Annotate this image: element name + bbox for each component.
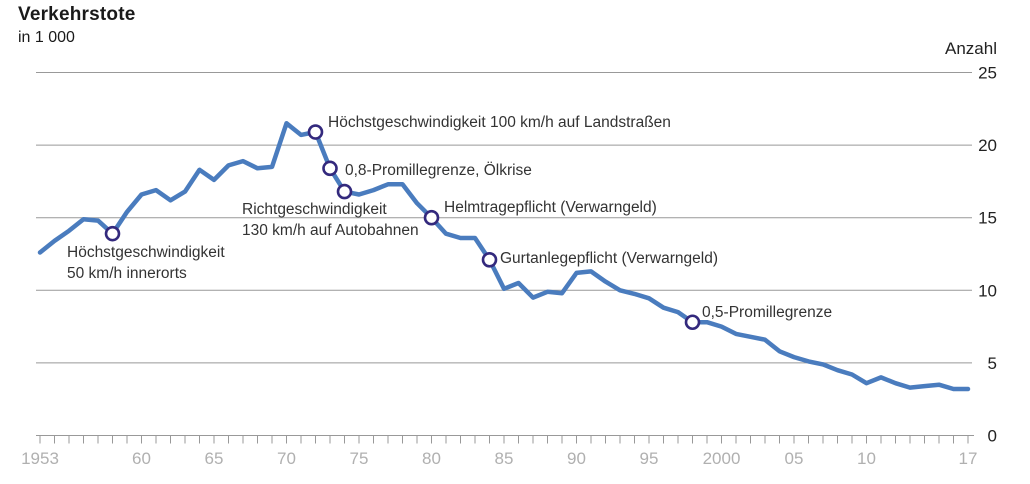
x-tick-label-75: 75 — [350, 449, 369, 468]
x-tick-label-17: 17 — [959, 449, 978, 468]
event-marker-1958 — [104, 225, 121, 242]
annotation-label-1973: 0,8-Promillegrenze, Ölkrise — [345, 161, 532, 179]
y-axis-title: Anzahl — [945, 39, 997, 58]
x-tick-label-85: 85 — [495, 449, 514, 468]
x-tick-label-80: 80 — [422, 449, 441, 468]
chart-title: Verkehrstote — [18, 4, 136, 25]
annotation-label-1958: Höchstgeschwindigkeit — [67, 244, 225, 261]
x-tick-label-60: 60 — [132, 449, 151, 468]
annotation-label-1998: 0,5-Promillegrenze — [702, 304, 832, 321]
x-tick-label-90: 90 — [567, 449, 586, 468]
annotation-label-1974: Richtgeschwindigkeit — [242, 201, 387, 218]
y-tick-label-5: 5 — [988, 354, 997, 373]
event-marker-1973 — [322, 160, 338, 177]
annotation-label-1984: Gurtanlegepflicht (Verwarngeld) — [500, 250, 718, 267]
annotation-label-1974: 130 km/h auf Autobahnen — [242, 222, 419, 239]
x-tick-label-70: 70 — [277, 449, 296, 468]
x-tick-label-2000: 2000 — [703, 449, 741, 468]
annotation-label-1972: Höchstgeschwindigkeit 100 km/h auf Lands… — [328, 114, 671, 131]
x-tick-label-1953: 1953 — [21, 449, 59, 468]
y-tick-label-10: 10 — [978, 281, 997, 300]
y-tick-label-15: 15 — [978, 209, 997, 228]
annotation-label-1958: 50 km/h innerorts — [67, 265, 187, 282]
x-tick-label-05: 05 — [785, 449, 804, 468]
y-tick-label-20: 20 — [978, 136, 997, 155]
annotation-label-1980: Helmtragepflicht (Verwarngeld) — [444, 199, 657, 216]
event-marker-1972 — [307, 124, 324, 140]
x-tick-label-65: 65 — [205, 449, 224, 468]
y-tick-label-0: 0 — [988, 427, 997, 446]
event-marker-1998 — [684, 314, 701, 331]
y-tick-label-25: 25 — [978, 64, 997, 83]
x-tick-label-10: 10 — [857, 449, 876, 468]
series-line — [37, 121, 971, 392]
x-tick-label-95: 95 — [640, 449, 659, 468]
chart-header: Verkehrstote in 1 000 — [18, 4, 136, 47]
event-marker-1974 — [336, 183, 353, 200]
event-marker-1980 — [423, 209, 440, 226]
event-marker-1984 — [481, 252, 498, 268]
chart-subtitle: in 1 000 — [18, 29, 75, 46]
